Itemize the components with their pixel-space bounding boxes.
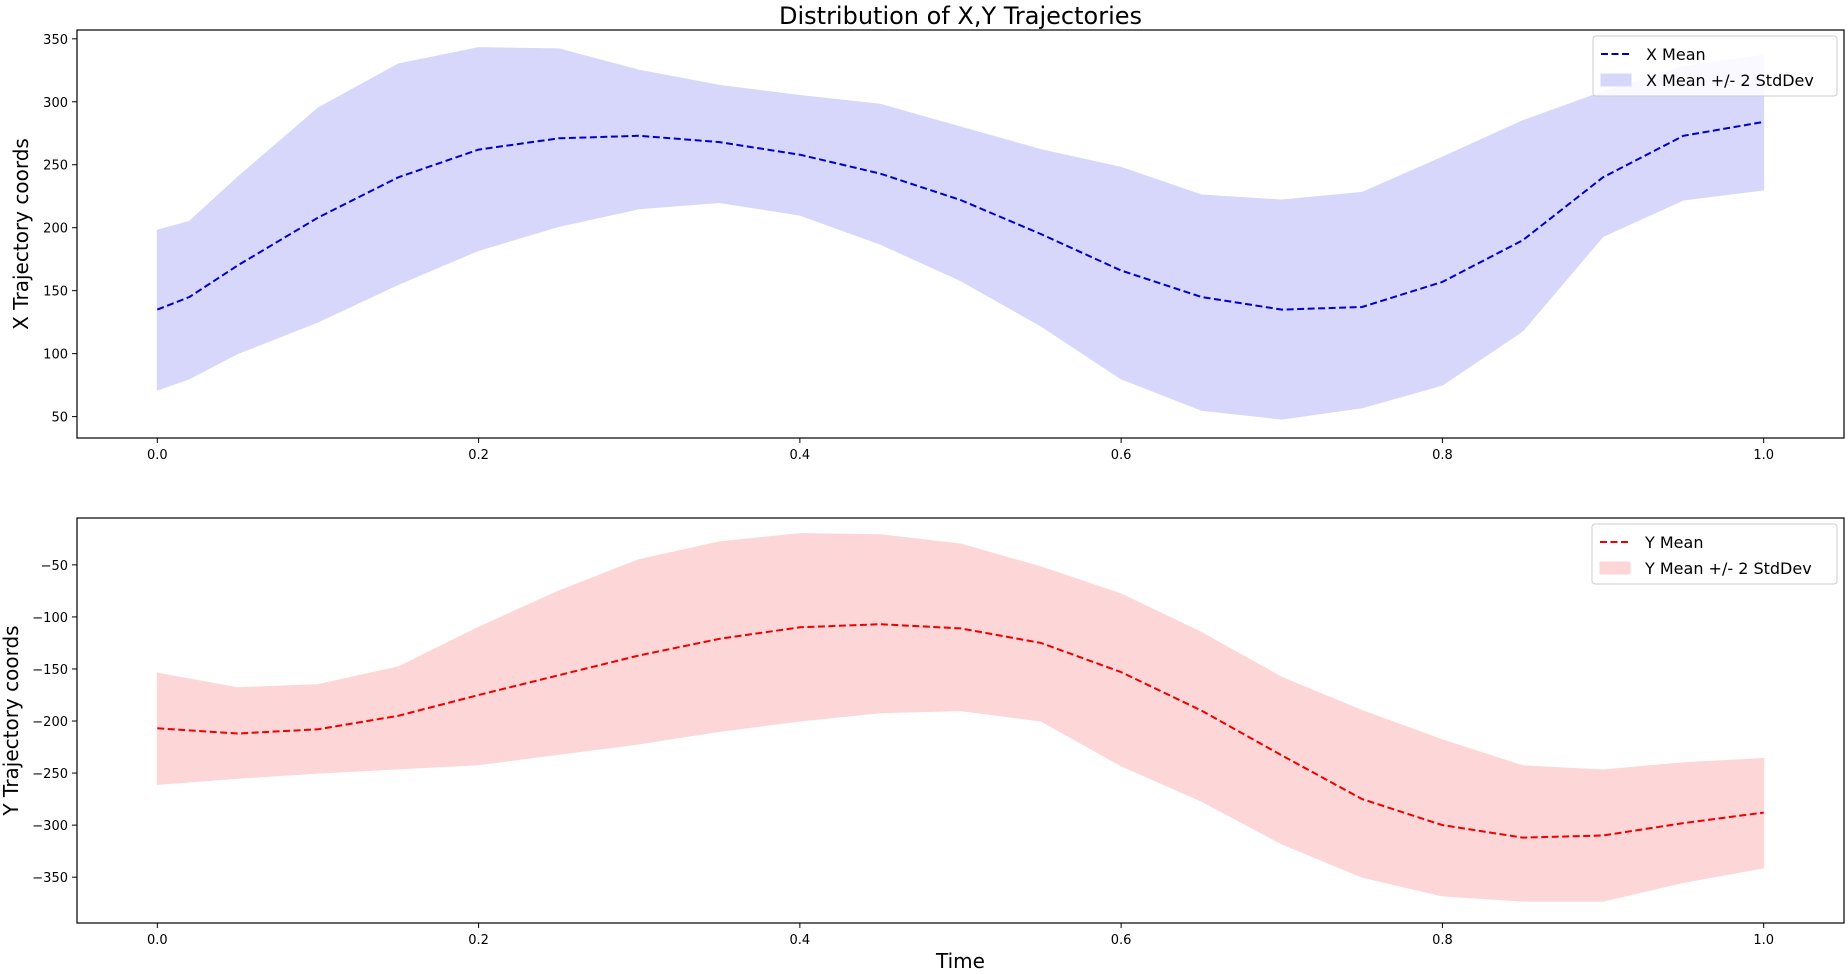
panel-2-y-tick-label: −150 <box>32 663 68 678</box>
panel-2-x-tick-label: 1.0 <box>1753 933 1774 948</box>
panel-2-legend-label-mean: Y Mean <box>1644 533 1703 552</box>
panel-1-y-tick-label: 200 <box>43 222 68 237</box>
panel-2-legend-band-swatch <box>1599 561 1631 575</box>
panel-1-y-tick-label: 250 <box>43 159 68 174</box>
panel-2-x-tick-label: 0.6 <box>1111 933 1132 948</box>
panel-1-std-band <box>156 47 1765 420</box>
panel-2-y-tick-label: −200 <box>32 715 68 730</box>
panel-2-y-tick-label: −50 <box>41 559 68 574</box>
panel-1-y-tick-label: 50 <box>51 411 68 426</box>
panel-2-x-tick-label: 0.8 <box>1432 933 1453 948</box>
panel-2-legend-box <box>1591 523 1838 585</box>
panel-1-y-axis-label: X Trajectory coords <box>9 138 33 330</box>
panel-2-x-tick-label: 0.2 <box>468 933 489 948</box>
panel-2-mean-line <box>157 623 1764 839</box>
panel-1-y-tick-label: 300 <box>43 96 68 111</box>
panel-1-y-tick-label: 100 <box>43 348 68 363</box>
panel-2-x-tick-label: 0.0 <box>147 933 168 948</box>
panel-1-legend-band-swatch <box>1600 73 1632 87</box>
panel-1-y-tick-label: 350 <box>43 33 68 48</box>
panel-1-legend-label-band: X Mean +/- 2 StdDev <box>1646 71 1814 90</box>
panel-1-x-tick-label: 0.0 <box>147 448 168 463</box>
panel-2-legend-label-band: Y Mean +/- 2 StdDev <box>1644 559 1812 578</box>
panel-2-y-tick-label: −100 <box>32 611 68 626</box>
panel-1-x-tick-label: 0.4 <box>790 448 811 463</box>
panel-2-axes-frame <box>76 517 1845 924</box>
panel-1-x-tick-label: 0.8 <box>1432 448 1453 463</box>
panel-1-x-tick-label: 0.6 <box>1111 448 1132 463</box>
panel-1-mean-line <box>156 120 1764 311</box>
chart-title: Distribution of X,Y Trajectories <box>779 2 1142 30</box>
panel-2-y-tick-label: −350 <box>32 871 68 886</box>
panel-2-x-tick-label: 0.4 <box>790 933 811 948</box>
panel-1-legend-box <box>1592 35 1838 97</box>
panel-2-y-tick-label: −300 <box>32 819 68 834</box>
panel-2-std-band <box>156 533 1765 902</box>
panel-1-axes-frame <box>76 29 1845 439</box>
panel-1-y-tick-label: 150 <box>43 285 68 300</box>
panel-1-x-tick-label: 1.0 <box>1753 448 1774 463</box>
panel-2-y-tick-label: −250 <box>32 767 68 782</box>
panel-2-x-axis-label: Time <box>935 949 985 973</box>
panel-2-y-axis-label: Y Trajectory coords <box>0 625 23 816</box>
panel-1-legend-label-mean: X Mean <box>1646 45 1706 64</box>
panel-1-x-tick-label: 0.2 <box>468 448 489 463</box>
